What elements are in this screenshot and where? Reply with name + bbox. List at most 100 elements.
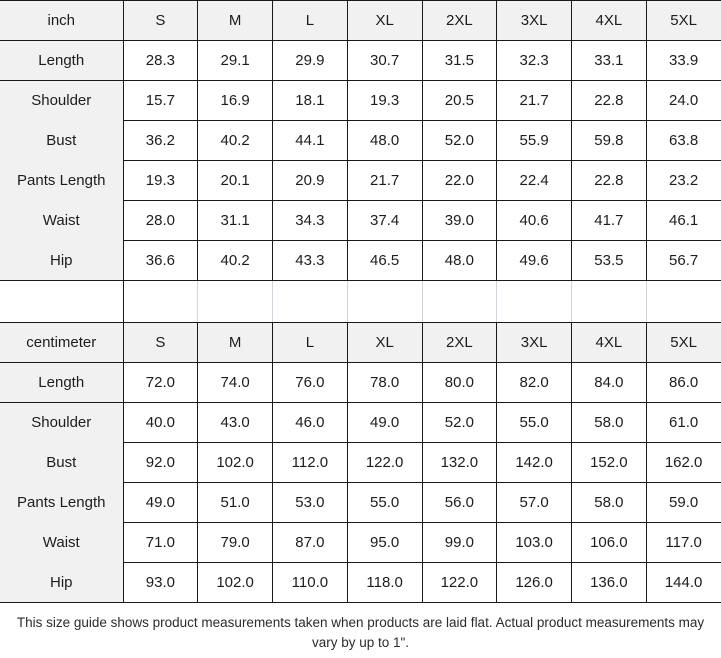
- measurement-value: 39.0: [421, 200, 498, 241]
- measurement-value: 51.0: [197, 482, 273, 523]
- measurement-value: 132.0: [421, 442, 498, 483]
- measurement-value: 24.0: [645, 80, 721, 121]
- size-column-header-3xl: 3XL: [496, 322, 572, 363]
- measurement-value: 23.2: [645, 160, 721, 201]
- size-column-header-3xl: 3XL: [496, 0, 572, 41]
- measurement-value: 56.7: [645, 240, 721, 281]
- measurement-value: 28.0: [122, 200, 199, 241]
- measurement-value: 92.0: [122, 442, 199, 483]
- measurement-value: 56.0: [421, 482, 498, 523]
- measurement-value: 28.3: [122, 40, 199, 81]
- measurement-value: 20.1: [197, 160, 273, 201]
- size-column-header-m: M: [197, 322, 273, 363]
- measurement-value: 15.7: [122, 80, 199, 121]
- measurement-value: 40.2: [197, 120, 273, 161]
- measurement-label-bust: Bust: [0, 120, 124, 161]
- measurement-value: 46.5: [346, 240, 423, 281]
- table-row: Shoulder 15.7 16.9 18.1 19.3 20.5 21.7 22.8 24.0: [0, 80, 721, 121]
- measurement-label-pants-length: Pants Length: [0, 482, 124, 523]
- size-column-header-5xl: 5XL: [645, 0, 721, 41]
- measurement-value: 46.0: [272, 402, 348, 443]
- measurement-value: 59.0: [645, 482, 721, 523]
- measurement-value: 31.1: [197, 200, 273, 241]
- table-row: Hip 36.6 40.2 43.3 46.5 48.0 49.6 53.5 56.7: [0, 240, 721, 281]
- measurement-value: 122.0: [346, 442, 423, 483]
- measurement-value: 40.2: [197, 240, 273, 281]
- measurement-value: 152.0: [571, 442, 647, 483]
- measurement-value: 21.7: [496, 80, 572, 121]
- size-column-header-s: S: [122, 0, 199, 41]
- measurement-label-length: Length: [0, 362, 124, 403]
- measurement-value: 46.1: [645, 200, 721, 241]
- size-column-header-m: M: [197, 0, 273, 41]
- measurement-value: 34.3: [272, 200, 348, 241]
- measurement-value: 31.5: [421, 40, 498, 81]
- table-row: Bust 36.2 40.2 44.1 48.0 52.0 55.9 59.8 63.8: [0, 120, 721, 161]
- measurement-value: 144.0: [645, 562, 721, 603]
- measurement-value: 20.9: [272, 160, 348, 201]
- size-chart-table: inch S M L XL 2XL 3XL 4XL 5XL Length 28.3 29.1 29.9 3…: [0, 0, 721, 603]
- measurement-value: 106.0: [571, 522, 647, 563]
- measurement-value: 21.7: [346, 160, 423, 201]
- measurement-value: 49.0: [346, 402, 423, 443]
- measurement-value: 30.7: [346, 40, 423, 81]
- measurement-value: 84.0: [571, 362, 647, 403]
- measurement-value: 55.9: [496, 120, 572, 161]
- spacer-cell: [421, 280, 498, 323]
- size-chart-body: inch S M L XL 2XL 3XL 4XL 5XL Length 28.3 29.1 29.9 3…: [0, 0, 721, 603]
- measurement-value: 99.0: [421, 522, 498, 563]
- spacer-cell: [197, 280, 273, 323]
- spacer-cell: [645, 280, 721, 323]
- size-column-header-4xl: 4XL: [571, 322, 647, 363]
- size-header-row: inch S M L XL 2XL 3XL 4XL 5XL: [0, 0, 721, 41]
- table-row: Waist 28.0 31.1 34.3 37.4 39.0 40.6 41.7 46.1: [0, 200, 721, 241]
- size-column-header-xl: XL: [346, 322, 423, 363]
- measurement-value: 142.0: [496, 442, 572, 483]
- measurement-value: 29.1: [197, 40, 273, 81]
- measurement-value: 37.4: [346, 200, 423, 241]
- measurement-label-waist: Waist: [0, 200, 124, 241]
- measurement-value: 55.0: [346, 482, 423, 523]
- size-column-header-xl: XL: [346, 0, 423, 41]
- measurement-value: 87.0: [272, 522, 348, 563]
- measurement-value: 76.0: [272, 362, 348, 403]
- measurement-value: 19.3: [122, 160, 199, 201]
- measurement-value: 162.0: [645, 442, 721, 483]
- unit-label-centimeter: centimeter: [0, 322, 124, 363]
- measurement-value: 136.0: [571, 562, 647, 603]
- measurement-value: 110.0: [272, 562, 348, 603]
- spacer-cell: [571, 280, 647, 323]
- measurement-value: 102.0: [197, 442, 273, 483]
- size-column-header-s: S: [122, 322, 199, 363]
- size-column-header-l: L: [272, 322, 348, 363]
- measurement-label-length: Length: [0, 40, 124, 81]
- measurement-value: 118.0: [346, 562, 423, 603]
- size-guide-footer-note: This size guide shows product measuremen…: [0, 603, 721, 658]
- measurement-label-bust: Bust: [0, 442, 124, 483]
- measurement-value: 117.0: [645, 522, 721, 563]
- measurement-value: 41.7: [571, 200, 647, 241]
- measurement-value: 58.0: [571, 482, 647, 523]
- spacer-cell: [0, 280, 124, 323]
- measurement-value: 58.0: [571, 402, 647, 443]
- measurement-value: 43.0: [197, 402, 273, 443]
- table-row: Shoulder 40.0 43.0 46.0 49.0 52.0 55.0 58.0 61.0: [0, 402, 721, 443]
- measurement-value: 43.3: [272, 240, 348, 281]
- measurement-value: 40.0: [122, 402, 199, 443]
- table-spacer-row: [0, 280, 721, 323]
- measurement-value: 48.0: [346, 120, 423, 161]
- measurement-value: 103.0: [496, 522, 572, 563]
- unit-label-inch: inch: [0, 0, 124, 41]
- measurement-value: 71.0: [122, 522, 199, 563]
- spacer-cell: [122, 280, 199, 323]
- spacer-cell: [496, 280, 572, 323]
- measurement-value: 74.0: [197, 362, 273, 403]
- size-column-header-4xl: 4XL: [571, 0, 647, 41]
- table-row: Hip 93.0 102.0 110.0 118.0 122.0 126.0 136.0 144…: [0, 562, 721, 603]
- measurement-value: 33.9: [645, 40, 721, 81]
- spacer-cell: [346, 280, 423, 323]
- measurement-label-shoulder: Shoulder: [0, 80, 124, 121]
- measurement-value: 29.9: [272, 40, 348, 81]
- measurement-label-shoulder: Shoulder: [0, 402, 124, 443]
- measurement-value: 126.0: [496, 562, 572, 603]
